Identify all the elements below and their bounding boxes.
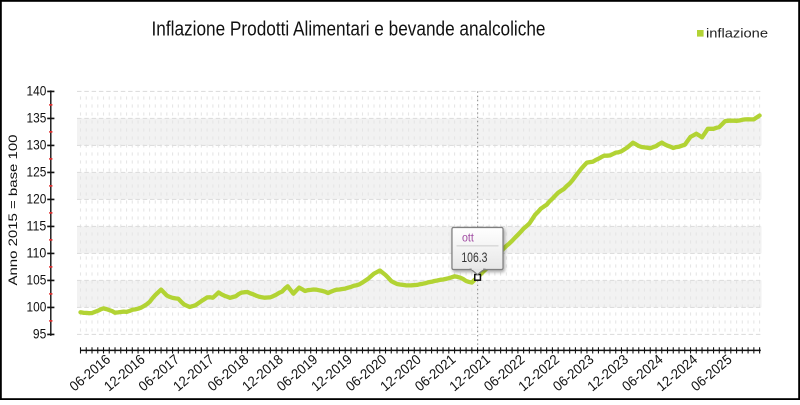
svg-text:106.3: 106.3 (461, 250, 487, 265)
svg-text:Inflazione Prodotti Alimentari: Inflazione Prodotti Alimentari e bevande… (152, 18, 546, 40)
svg-text:inflazione: inflazione (706, 27, 768, 41)
svg-text:115: 115 (27, 217, 47, 233)
svg-text:140: 140 (27, 82, 47, 98)
svg-text:110: 110 (27, 244, 47, 260)
svg-text:135: 135 (27, 109, 47, 125)
svg-text:130: 130 (27, 136, 47, 152)
svg-text:100: 100 (27, 298, 47, 314)
svg-text:125: 125 (27, 163, 47, 179)
svg-text:ott: ott (462, 231, 474, 245)
svg-text:120: 120 (27, 190, 47, 206)
svg-text:Anno 2015 = base 100: Anno 2015 = base 100 (6, 134, 20, 285)
svg-text:105: 105 (27, 271, 47, 287)
svg-text:95: 95 (33, 325, 47, 341)
